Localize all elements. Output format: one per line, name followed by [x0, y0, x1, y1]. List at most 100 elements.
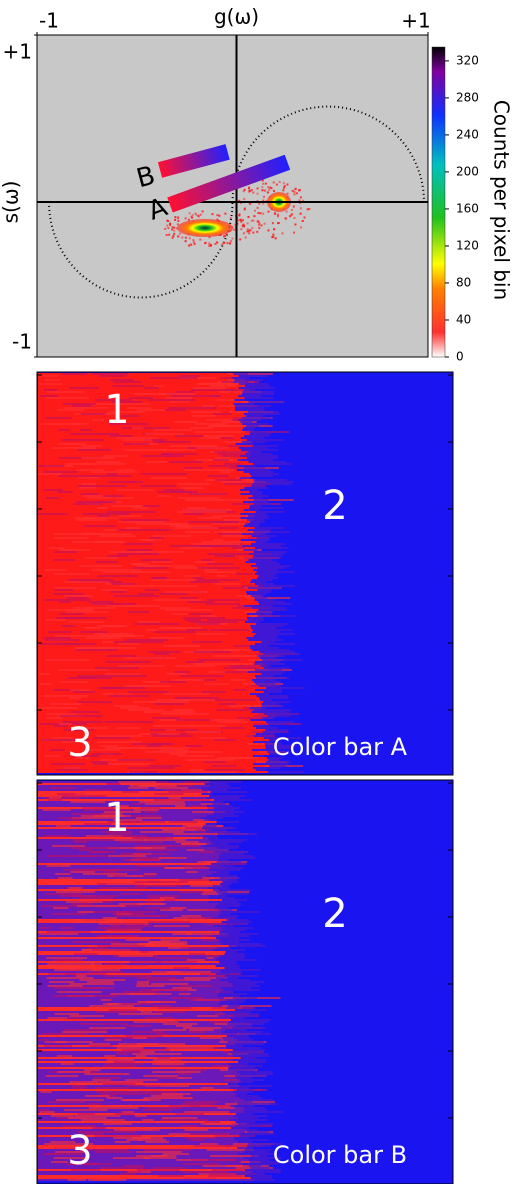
pixel-row [38, 1123, 248, 1125]
pixel-streak [257, 567, 286, 569]
pixel-streak [244, 1099, 274, 1101]
pixel-streak [257, 655, 286, 657]
pixel-streak [137, 1001, 160, 1003]
pixel-streak [55, 1147, 103, 1149]
pixel-streak [218, 939, 250, 941]
pixel-streak [232, 607, 271, 609]
pixel-streak [77, 911, 95, 913]
pixel-streak [249, 473, 279, 475]
pixel-streak [188, 521, 238, 523]
pixel-streak [99, 1167, 145, 1169]
scatter-dot [191, 214, 194, 217]
scatter-dot [262, 212, 265, 215]
pixel-streak [248, 1159, 270, 1161]
pixel-streak [259, 603, 292, 605]
scatter-dot [173, 229, 176, 232]
pixel-row [38, 535, 252, 537]
pixel-streak [252, 495, 269, 497]
pixel-streak [147, 921, 191, 923]
pixel-streak [154, 631, 196, 633]
pixel-streak [253, 463, 291, 465]
pixel-streak [249, 645, 269, 647]
pixel-row [38, 625, 251, 627]
pixel-streak [142, 1119, 154, 1121]
pixel-streak [238, 383, 269, 385]
pixel-streak [144, 839, 187, 841]
pixel-streak [232, 667, 256, 669]
pixel-streak [49, 749, 65, 751]
pixel-streak [229, 1087, 250, 1089]
pixel-streak [212, 917, 236, 919]
pixel-streak [102, 641, 115, 643]
pixel-row [38, 547, 256, 549]
pixel-streak [242, 429, 255, 431]
scatter-dot [278, 181, 281, 184]
pixel-streak [247, 587, 281, 589]
pixel-streak [230, 1119, 268, 1121]
pixel-streak [251, 579, 273, 581]
pixel-streak [101, 687, 146, 689]
pixel-streak [71, 405, 92, 407]
scatter-dot [264, 182, 267, 185]
pixel-streak [62, 1125, 97, 1127]
pixel-streak [177, 699, 216, 701]
pixel-streak [93, 541, 125, 543]
pixel-streak [250, 581, 267, 583]
pixel-row [38, 1105, 231, 1107]
pixel-streak [100, 1093, 143, 1095]
pixel-streak [196, 1015, 219, 1017]
pixel-streak [239, 1085, 272, 1087]
pixel-streak [253, 709, 291, 711]
pixel-streak [187, 1031, 205, 1033]
scatter-dot [262, 202, 265, 205]
pixel-streak [98, 575, 138, 577]
pixel-row [38, 415, 246, 417]
scatter-dot [291, 213, 294, 216]
pixel-streak [262, 731, 286, 733]
pixel-streak [60, 373, 88, 375]
pixel-row [38, 655, 258, 657]
scatter-dot [247, 230, 250, 233]
pixel-streak [222, 1031, 263, 1033]
pixel-streak [132, 427, 144, 429]
image-layer [37, 373, 453, 773]
pixel-streak [125, 1035, 164, 1037]
scatter-dot [282, 182, 285, 185]
pixel-streak [116, 1053, 130, 1055]
pixel-streak [197, 567, 240, 569]
pixel-streak [96, 735, 143, 737]
scatter-dot [256, 206, 259, 209]
pixel-streak [179, 597, 198, 599]
pixel-streak [106, 655, 137, 657]
pixel-streak [159, 719, 184, 721]
scatter-dot [208, 244, 211, 247]
pixel-streak [68, 1017, 85, 1019]
pixel-row [38, 951, 226, 953]
pixel-streak [228, 981, 265, 983]
pixel-streak [83, 809, 132, 811]
pixel-streak [240, 539, 270, 541]
pixel-streak [193, 663, 238, 665]
pixel-streak [80, 1149, 128, 1151]
scatter-dot [222, 235, 225, 238]
pixel-streak [113, 1137, 152, 1139]
pixel-streak [244, 397, 274, 399]
pixel-streak [120, 893, 141, 895]
pixel-streak [40, 1057, 89, 1059]
pixel-streak [258, 585, 295, 587]
pixel-streak [81, 457, 114, 459]
pixel-streak [69, 1015, 104, 1017]
pixel-streak [158, 657, 177, 659]
pixel-streak [138, 785, 157, 787]
pixel-streak [109, 925, 121, 927]
pixel-streak [220, 991, 234, 993]
pixel-streak [122, 427, 170, 429]
pixel-row [38, 1125, 235, 1127]
scatter-dot [258, 223, 261, 226]
pixel-row [38, 441, 243, 443]
pixel-streak [166, 971, 211, 973]
y-axis-label: s(ω) [0, 181, 23, 224]
scatter-dot [169, 224, 172, 227]
pixel-streak [228, 1067, 255, 1069]
scatter-dot [233, 228, 236, 231]
